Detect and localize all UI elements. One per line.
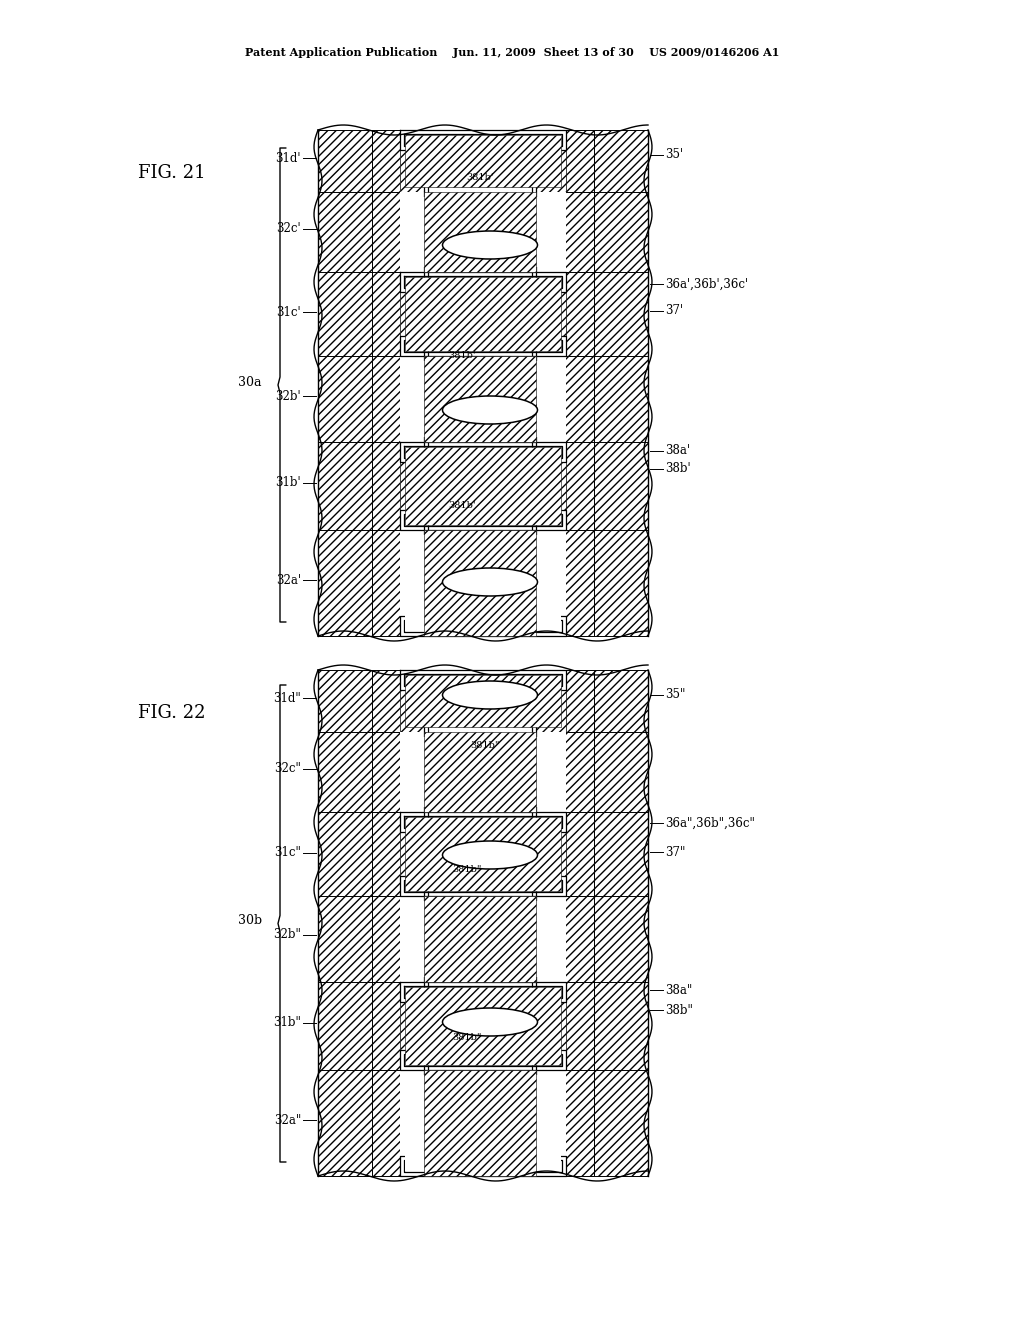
Bar [372, 671, 594, 733]
Bar [424, 896, 536, 982]
Bar [372, 812, 594, 896]
Bar [372, 896, 594, 982]
Bar [406, 902, 561, 977]
Text: 35": 35" [665, 689, 685, 701]
Bar [400, 129, 566, 636]
PathPatch shape [400, 982, 566, 1176]
Text: FIG. 22: FIG. 22 [138, 704, 206, 722]
Text: 38b": 38b" [665, 1003, 693, 1016]
Text: 36a",36b",36c": 36a",36b",36c" [665, 817, 755, 829]
Bar [424, 356, 536, 442]
Ellipse shape [442, 568, 538, 597]
Ellipse shape [442, 396, 538, 424]
Text: Patent Application Publication    Jun. 11, 2009  Sheet 13 of 30    US 2009/01462: Patent Application Publication Jun. 11, … [245, 46, 779, 58]
PathPatch shape [400, 442, 566, 636]
Bar [406, 277, 561, 351]
Bar [406, 535, 561, 631]
Text: 31d": 31d" [273, 692, 301, 705]
Text: 32b': 32b' [275, 389, 301, 403]
Bar [594, 129, 648, 636]
Bar [400, 1071, 566, 1176]
PathPatch shape [400, 671, 566, 896]
Ellipse shape [442, 1008, 538, 1036]
Bar [424, 531, 536, 636]
Bar [318, 671, 372, 1176]
Bar [406, 675, 561, 727]
Bar [400, 442, 566, 531]
Text: 38a": 38a" [665, 983, 692, 997]
PathPatch shape [400, 812, 566, 1071]
Text: 32a": 32a" [273, 1114, 301, 1126]
Bar [424, 191, 536, 272]
Bar [400, 982, 566, 1071]
Text: 36a',36b',36c': 36a',36b',36c' [665, 277, 749, 290]
Text: 381b": 381b" [453, 1034, 481, 1043]
Bar [400, 896, 566, 982]
Text: FIG. 21: FIG. 21 [138, 164, 206, 182]
Bar [400, 129, 566, 191]
Bar [372, 129, 594, 191]
Text: 32c': 32c' [276, 223, 301, 235]
Bar [594, 671, 648, 1176]
Text: 31b": 31b" [273, 1016, 301, 1030]
PathPatch shape [400, 272, 566, 531]
Bar [372, 272, 594, 356]
Bar [400, 191, 566, 272]
Text: 31b': 31b' [275, 477, 301, 490]
Text: 381b': 381b' [466, 173, 494, 182]
Text: 32b": 32b" [273, 928, 301, 941]
PathPatch shape [400, 129, 566, 356]
Bar [400, 356, 566, 442]
Bar [372, 733, 594, 812]
Bar [424, 733, 536, 812]
Bar [400, 531, 566, 636]
Bar [406, 197, 561, 267]
Text: 38a': 38a' [665, 445, 690, 458]
Bar [400, 812, 566, 896]
Bar [372, 982, 594, 1071]
Bar [400, 671, 566, 733]
Text: 381b': 381b' [449, 500, 476, 510]
Bar [400, 733, 566, 812]
Text: 32c": 32c" [274, 763, 301, 776]
Text: 35': 35' [665, 149, 683, 161]
Text: 37': 37' [665, 305, 683, 318]
Bar [406, 135, 561, 187]
Bar [372, 191, 594, 272]
Text: 30b: 30b [238, 913, 262, 927]
Bar [406, 1074, 561, 1171]
Bar [372, 531, 594, 636]
Text: 32a': 32a' [276, 573, 301, 586]
Ellipse shape [442, 841, 538, 869]
Bar [424, 1071, 536, 1176]
Text: 381b': 381b' [449, 351, 476, 359]
Bar [318, 129, 372, 636]
Text: 30a: 30a [239, 376, 262, 389]
Bar [372, 356, 594, 442]
Bar [372, 442, 594, 531]
Text: 31d': 31d' [275, 152, 301, 165]
Bar [406, 737, 561, 807]
Bar [400, 671, 566, 1176]
Bar [406, 447, 561, 525]
Text: 381b": 381b" [453, 866, 481, 874]
Text: 37": 37" [665, 846, 685, 858]
Bar [406, 817, 561, 891]
Bar [400, 272, 566, 356]
Text: 31c": 31c" [274, 846, 301, 859]
Text: 38b': 38b' [665, 462, 690, 475]
Bar [406, 987, 561, 1065]
Text: 31c': 31c' [276, 305, 301, 318]
Text: 381b": 381b" [470, 741, 500, 750]
Ellipse shape [442, 231, 538, 259]
Bar [372, 1071, 594, 1176]
Bar [406, 360, 561, 437]
Ellipse shape [442, 681, 538, 709]
